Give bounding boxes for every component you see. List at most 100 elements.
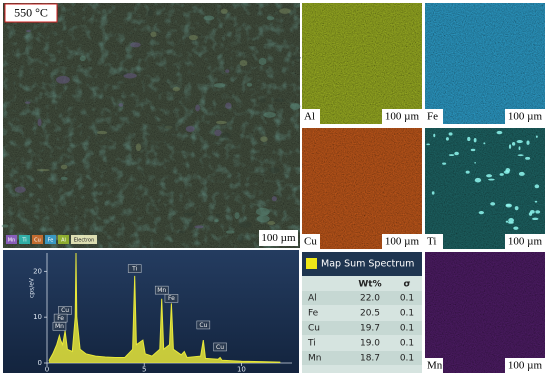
grain-spot [178,230,185,234]
cell: 18.7 [360,354,380,364]
element-box [302,109,320,124]
row-band [302,291,422,305]
column-header: Wt% [358,280,381,290]
map-spot [486,174,493,178]
peak-label: Ti [131,265,137,272]
row-band [302,321,422,335]
map-spot [445,137,449,141]
map-spot [525,156,531,160]
scale-box [505,234,545,249]
cell: 0.1 [400,339,414,349]
x-tick-label: 10 [237,366,246,374]
grain-spot [203,15,215,21]
grain-spot [36,168,50,172]
grain-spot [215,213,221,218]
legend-swatch [19,235,30,244]
row-label: Fe [308,309,319,319]
grain-spot [238,221,252,228]
legend-label: Fe [48,238,54,244]
sample-label: 550 °C [14,5,48,19]
map-spot [534,184,540,189]
element-label: Fe [427,111,438,123]
map-spot [433,133,436,138]
electron-image: 550 °C 100 µm Mn Ti Cu Fe Al Electron [1,3,302,248]
grain-spot [183,212,197,216]
element-maps: Al 100 µm Fe 100 µm Cu 100 µm Ti 100 µm Mn 100 µm [302,3,545,373]
grain-spot [238,235,244,243]
texture [3,3,300,248]
map-spot [490,202,496,206]
spectrum-area [48,253,281,363]
peak-label: Mn [55,323,64,330]
texture [425,252,545,373]
peak-label: Cu [216,344,224,351]
grain-spot [56,75,70,84]
spectrum-background [3,250,299,373]
cell: 22.0 [360,294,380,304]
cell: 0.1 [400,309,414,319]
grain-spot [234,212,240,220]
grain-spot [185,125,195,132]
scale-label: 100 µm [508,111,543,123]
scale-label: 100 µm [508,360,543,372]
peak-label-box [154,285,169,295]
element-label: Al [304,111,315,123]
map-spot [528,212,533,216]
legend-label: Al [61,238,66,244]
grain-spot [213,83,226,88]
grain-spot [172,86,181,92]
grain-spot [255,207,270,216]
map-spot [514,206,519,211]
cell: 19.7 [360,324,380,334]
legend-label: Cu [34,238,41,244]
y-axis-label: cps/eV [29,277,36,298]
scale-box [259,230,298,246]
map-spot [507,221,514,224]
cell: 19.0 [360,339,380,349]
scale-box [382,109,422,124]
map-spot [505,204,511,207]
peak-label-box [52,322,67,331]
grain-spot [239,59,248,67]
map-spot [478,211,484,215]
element-box [425,109,443,124]
grain-spot [260,136,268,142]
element-box [302,234,320,249]
grain-spot [24,101,31,104]
row-label: Ti [307,339,316,349]
scale-box [505,358,545,373]
map-spot [517,154,524,157]
texture [425,128,545,249]
map-spot [465,170,470,174]
row-label: Mn [308,354,321,364]
x-tick-label: 0 [45,366,49,374]
grain-spot [269,167,280,173]
y-tick-label: 0 [38,359,42,367]
spectrum-marker [306,258,317,269]
map-spot [532,217,539,221]
grain-spot [267,220,276,226]
grain-spot [119,70,128,76]
scale-label: 100 µm [385,111,420,123]
texture [302,128,422,249]
map-spot [496,130,503,135]
grain-spot [118,103,124,107]
map-spot [448,132,453,136]
grain-spot [97,130,108,135]
peak-label: Fe [57,315,64,322]
grain-spot [214,219,219,222]
grain-spot [271,196,277,202]
element-box [425,358,443,373]
legend-label: Mn [8,238,15,244]
map-spot [454,151,459,156]
grain-spot [14,186,26,193]
map-spot [508,144,512,149]
peak-label: Fe [168,295,175,302]
grain-spot [273,98,285,102]
grain-spot [220,132,231,139]
map-spot [526,140,530,145]
map-spot [518,146,521,151]
plot [48,252,281,363]
scale-label: 100 µm [261,232,296,244]
